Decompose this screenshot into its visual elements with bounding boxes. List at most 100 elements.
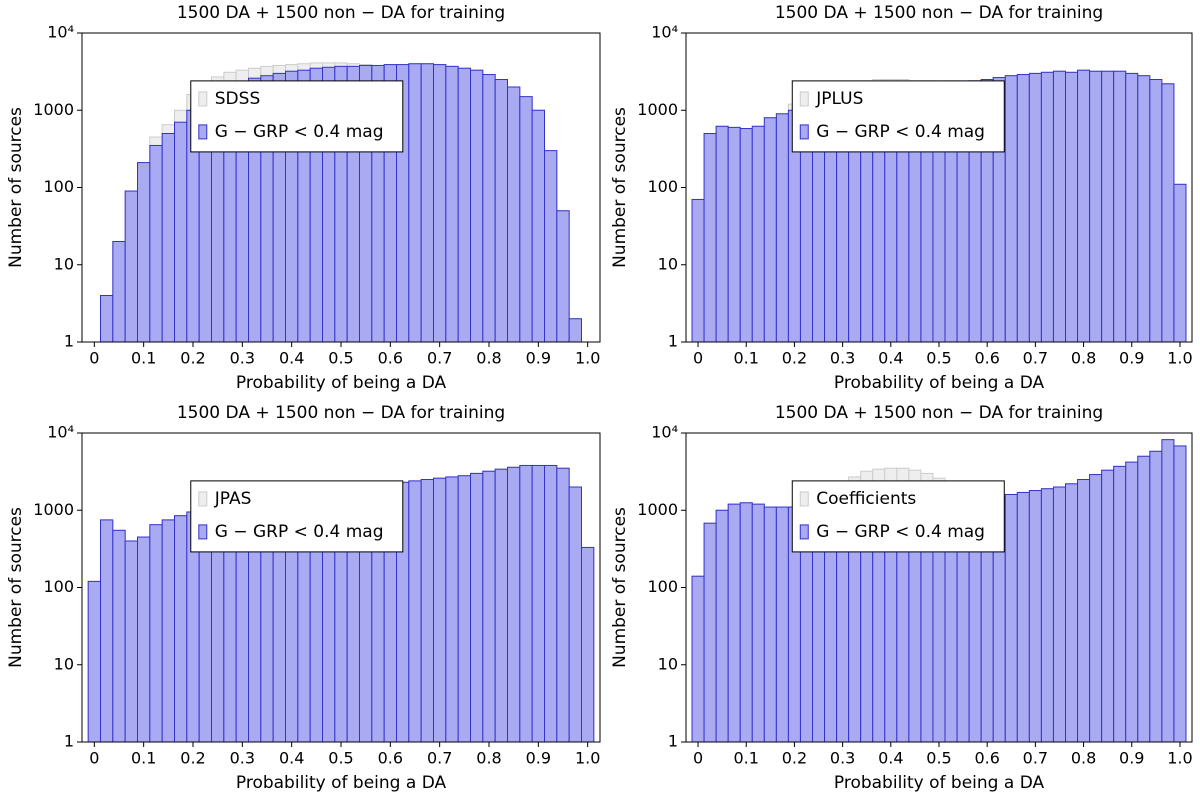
bar — [544, 150, 558, 343]
bar — [519, 96, 533, 343]
bar — [1125, 461, 1139, 743]
y-tick-label: 1000 — [637, 500, 678, 519]
legend-label: Coefficients — [816, 489, 916, 509]
bar — [1113, 70, 1127, 343]
bar — [433, 64, 447, 343]
legend-label: JPLUS — [815, 89, 863, 109]
x-tick-label: 0.6 — [974, 749, 999, 768]
y-tick-label: 1 — [668, 332, 678, 351]
x-tick-label: 0.8 — [476, 349, 501, 368]
x-tick-label: 0.7 — [1023, 349, 1048, 368]
bar — [507, 466, 521, 743]
x-tick-label: 0.5 — [926, 749, 951, 768]
y-axis-label: Number of sources — [610, 507, 630, 668]
y-tick-label: 1 — [64, 732, 74, 751]
y-tick-label: 1 — [64, 332, 74, 351]
bar — [775, 113, 789, 343]
y-tick-label: 10⁴ — [651, 423, 678, 442]
y-tick-label: 10 — [54, 254, 74, 273]
x-tick-label: 0 — [89, 749, 99, 768]
x-tick-label: 1.0 — [575, 749, 600, 768]
bar — [556, 467, 570, 743]
panel: 1 10 100 1000 10⁴ 0 0.1 0.2 0.3 0.4 0.5 0.6 0.7 0.8 0.… — [6, 3, 601, 393]
bar — [124, 540, 138, 743]
x-tick-label: 0.3 — [830, 749, 855, 768]
y-tick-label: 100 — [43, 577, 74, 596]
bar — [1149, 450, 1163, 743]
x-tick-label: 0.1 — [131, 749, 156, 768]
x-axis-label: Probability of being a DA — [236, 373, 447, 393]
bar — [1173, 183, 1187, 343]
bar — [408, 480, 422, 743]
x-tick-label: 0.2 — [180, 749, 205, 768]
bar — [137, 162, 151, 343]
x-tick-label: 0.6 — [378, 749, 403, 768]
bar — [1016, 74, 1030, 343]
x-tick-label: 0.4 — [878, 749, 903, 768]
bar — [715, 125, 729, 343]
bar — [149, 144, 163, 343]
x-tick-label: 0.5 — [328, 349, 353, 368]
legend-swatch — [799, 491, 809, 507]
x-tick-label: 0.5 — [328, 749, 353, 768]
bar — [544, 464, 558, 743]
bar — [1065, 483, 1079, 743]
bar — [87, 580, 101, 743]
bar — [1089, 70, 1103, 343]
x-tick-label: 0.2 — [782, 749, 807, 768]
y-tick-label: 1000 — [33, 100, 74, 119]
bar — [137, 536, 151, 743]
bar — [1028, 72, 1042, 343]
bar — [715, 509, 729, 743]
bar — [703, 133, 717, 343]
bar — [691, 198, 705, 343]
chart-title: 1500 DA + 1500 non − DA for training — [177, 3, 505, 23]
bar — [531, 109, 546, 343]
bar — [727, 126, 741, 343]
x-tick-label: 0.6 — [378, 349, 403, 368]
y-tick-label: 10 — [658, 254, 678, 273]
y-axis-label: Number of sources — [6, 507, 26, 668]
legend-box — [190, 480, 404, 553]
y-tick-label: 10⁴ — [651, 23, 678, 42]
bar — [408, 63, 422, 343]
x-axis-label: Probability of being a DA — [834, 373, 1045, 393]
y-tick-label: 10⁴ — [47, 423, 74, 442]
x-tick-label: 0.6 — [974, 349, 999, 368]
bar — [161, 519, 176, 743]
legend-box — [791, 480, 1005, 553]
x-tick-label: 0.5 — [926, 349, 951, 368]
legend-label: SDSS — [215, 89, 260, 109]
y-tick-label: 10 — [54, 654, 74, 673]
y-axis-label: Number of sources — [6, 107, 26, 268]
x-tick-label: 0.1 — [734, 749, 759, 768]
bar — [1161, 439, 1175, 743]
bar — [1137, 75, 1151, 343]
bar — [1161, 83, 1175, 343]
x-tick-label: 0.4 — [279, 749, 304, 768]
y-tick-label: 100 — [647, 577, 678, 596]
bar — [457, 475, 471, 743]
bar — [1137, 455, 1151, 743]
x-tick-label: 0.3 — [230, 749, 255, 768]
bar — [1004, 493, 1018, 743]
legend-swatch — [799, 524, 809, 540]
y-tick-label: 10⁴ — [47, 23, 74, 42]
bar — [100, 519, 114, 743]
x-tick-label: 0.4 — [878, 349, 903, 368]
bar — [494, 468, 508, 743]
legend-label: G − GRP < 0.4 mag — [816, 122, 985, 142]
legend-label: G − GRP < 0.4 mag — [215, 522, 384, 542]
legend-swatch — [198, 91, 208, 107]
bar — [739, 502, 753, 743]
bar — [1077, 69, 1091, 343]
bar — [751, 125, 765, 343]
bar — [1004, 75, 1018, 343]
bar — [420, 479, 434, 743]
x-tick-label: 0.7 — [427, 749, 452, 768]
bar — [494, 79, 508, 343]
bar — [161, 133, 176, 343]
bar — [457, 67, 471, 343]
bar — [1149, 79, 1163, 343]
